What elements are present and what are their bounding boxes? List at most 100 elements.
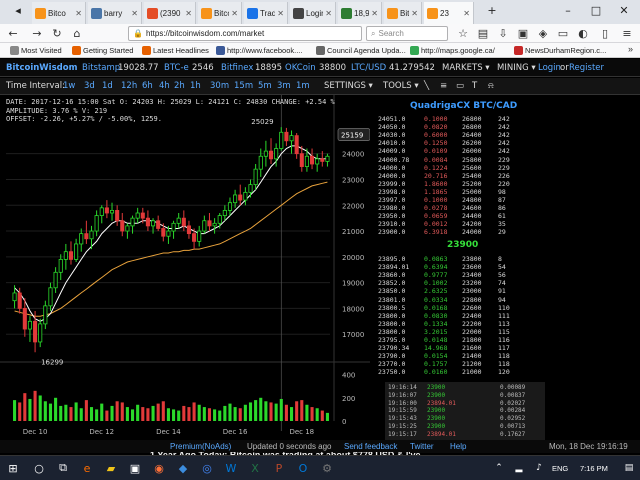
excel-icon[interactable]: X bbox=[251, 461, 259, 475]
settings-gear-icon[interactable]: ⚙ bbox=[322, 461, 332, 475]
store-icon[interactable]: ▣ bbox=[129, 461, 141, 475]
bookmark-item[interactable]: Council Agenda Upda... bbox=[316, 44, 406, 57]
tab-close-icon[interactable]: ✕ bbox=[277, 8, 284, 18]
tab-close-icon[interactable]: ✕ bbox=[325, 8, 332, 18]
search-input[interactable]: ⌕ Search bbox=[366, 26, 448, 41]
ticker-exchange[interactable]: Bitstamp bbox=[82, 63, 121, 73]
browser-tab[interactable]: 23 ✕ bbox=[424, 2, 474, 24]
firefox-icon[interactable]: ◉ bbox=[154, 461, 164, 475]
bookmark-item[interactable]: NewsDurhamRegion.c... bbox=[514, 44, 606, 57]
browser-tab[interactable]: 18,91✕ bbox=[338, 2, 382, 24]
draw-line-icon[interactable]: ╲ bbox=[424, 81, 430, 91]
ticker-exchange[interactable]: Bitfinex bbox=[221, 63, 254, 73]
downloads-icon[interactable]: ⇩ bbox=[498, 27, 508, 40]
interval-1m[interactable]: 1m bbox=[296, 81, 310, 91]
windows-start-icon[interactable]: ⊞ bbox=[8, 461, 18, 475]
bookmark-item[interactable]: Most Visited bbox=[10, 44, 62, 57]
extension-icon[interactable]: ▣ bbox=[517, 27, 529, 40]
tab-close-icon[interactable]: ✕ bbox=[463, 8, 470, 18]
browser-tab[interactable]: Login✕ bbox=[290, 2, 336, 24]
fibonacci-icon[interactable]: ≡ bbox=[440, 81, 448, 91]
volume-icon[interactable]: ♪ bbox=[536, 463, 542, 473]
menu-icon[interactable]: ≡ bbox=[622, 27, 632, 40]
register-link[interactable]: Register bbox=[569, 63, 604, 73]
premium-link[interactable]: Premium(NoAds) bbox=[170, 442, 232, 451]
bookmark-item[interactable]: http://www.facebook.... bbox=[216, 44, 302, 57]
rectangle-icon[interactable]: ▭ bbox=[456, 81, 465, 91]
shield-icon[interactable]: ◐ bbox=[578, 27, 588, 40]
interval-1h[interactable]: 1h bbox=[190, 81, 201, 91]
powerpoint-icon[interactable]: P bbox=[275, 461, 283, 475]
tab-close-icon[interactable]: ✕ bbox=[231, 8, 238, 18]
browser-tab[interactable]: Bitco✕ bbox=[32, 2, 86, 24]
bookmark-item[interactable]: Latest Headlines bbox=[142, 44, 209, 57]
new-tab-icon[interactable]: + bbox=[487, 3, 497, 17]
taskbar-clock[interactable]: 7:16 PM bbox=[580, 464, 608, 473]
browser-tab[interactable]: Bitco✕ bbox=[384, 2, 422, 24]
interval-2h[interactable]: 2h bbox=[174, 81, 185, 91]
markets-menu[interactable]: MARKETS ▾ bbox=[442, 63, 490, 73]
browser-tab[interactable]: Bitco✕ bbox=[198, 2, 242, 24]
ticker-exchange[interactable]: LTC/USD bbox=[351, 63, 387, 73]
home-icon[interactable]: ⌂ bbox=[73, 27, 81, 40]
forward-icon[interactable]: → bbox=[32, 27, 42, 40]
minimize-icon[interactable]: – bbox=[565, 3, 571, 17]
tools-menu[interactable]: TOOLS ▾ bbox=[383, 81, 419, 91]
cortana-icon[interactable]: ○ bbox=[34, 461, 44, 475]
task-view-icon[interactable]: ⧉ bbox=[59, 461, 67, 474]
tab-close-icon[interactable]: ✕ bbox=[371, 8, 378, 18]
ticker-exchange[interactable]: BTC-e bbox=[164, 63, 189, 73]
ticker-exchange[interactable]: OKCoin bbox=[285, 63, 316, 73]
tab-scroll-left-icon[interactable]: ◂ bbox=[15, 3, 21, 17]
price-chart[interactable]: 17000 18000 19000 20000 21000 22000 23000 24000… bbox=[0, 95, 370, 440]
bookmarks-overflow-icon[interactable]: » bbox=[628, 44, 634, 54]
interval-1w[interactable]: 1w bbox=[63, 81, 76, 91]
tab-close-icon[interactable]: ✕ bbox=[75, 8, 82, 18]
feedback-link[interactable]: Send feedback bbox=[344, 442, 398, 451]
bookmark-item[interactable]: Getting Started bbox=[72, 44, 133, 57]
bookmark-star-icon[interactable]: ☆ bbox=[458, 27, 468, 40]
alarm-icon[interactable]: ⍾ bbox=[488, 81, 494, 91]
file-explorer-icon[interactable]: ▰ bbox=[106, 461, 116, 475]
url-bar[interactable]: 🔒 https://bitcoinwisdom.com/market bbox=[128, 26, 362, 41]
sidebar-icon[interactable]: ▯ bbox=[601, 27, 609, 40]
browser-tab[interactable]: (2390 ✕ bbox=[144, 2, 196, 24]
interval-6h[interactable]: 6h bbox=[142, 81, 153, 91]
help-link[interactable]: Help bbox=[450, 442, 467, 451]
login-link[interactable]: Login bbox=[538, 63, 561, 73]
interval-3d[interactable]: 3d bbox=[84, 81, 95, 91]
synced-tabs-icon[interactable]: ▭ bbox=[557, 27, 569, 40]
settings-menu[interactable]: SETTINGS ▾ bbox=[324, 81, 373, 91]
browser-tab[interactable]: barry ✕ bbox=[88, 2, 142, 24]
interval-30m[interactable]: 30m bbox=[210, 81, 230, 91]
twitter-link[interactable]: Twitter bbox=[410, 442, 434, 451]
app-icon[interactable]: ◆ bbox=[178, 461, 188, 475]
back-icon[interactable]: ← bbox=[8, 27, 18, 40]
notifications-icon[interactable]: ▤ bbox=[624, 463, 634, 473]
tab-close-icon[interactable]: ✕ bbox=[411, 8, 418, 18]
edge-icon[interactable]: e bbox=[83, 461, 91, 475]
library-icon[interactable]: ▤ bbox=[477, 27, 489, 40]
mining-menu[interactable]: MINING ▾ bbox=[497, 63, 536, 73]
outlook-icon[interactable]: O bbox=[298, 461, 308, 475]
maximize-icon[interactable]: □ bbox=[590, 3, 602, 17]
tray-chevron-icon[interactable]: ⌃ bbox=[495, 463, 503, 473]
interval-3m[interactable]: 3m bbox=[277, 81, 291, 91]
language-indicator[interactable]: ENG bbox=[552, 464, 569, 473]
text-tool-icon[interactable]: T bbox=[472, 81, 478, 91]
reload-icon[interactable]: ↻ bbox=[52, 27, 62, 40]
chrome-icon[interactable]: ◎ bbox=[202, 461, 212, 475]
interval-5m[interactable]: 5m bbox=[258, 81, 272, 91]
tab-close-icon[interactable]: ✕ bbox=[185, 8, 192, 18]
network-icon[interactable]: ▂ bbox=[515, 463, 523, 473]
browser-tab[interactable]: Trade✕ bbox=[244, 2, 288, 24]
window-close-icon[interactable]: ✕ bbox=[619, 3, 629, 17]
interval-1d[interactable]: 1d bbox=[102, 81, 113, 91]
interval-12h[interactable]: 12h bbox=[121, 81, 138, 91]
tab-close-icon[interactable]: ✕ bbox=[131, 8, 138, 18]
site-logo[interactable]: BitcoinWisdom bbox=[6, 63, 78, 73]
bookmark-item[interactable]: http://maps.google.ca/ bbox=[410, 44, 495, 57]
pocket-icon[interactable]: ◈ bbox=[538, 27, 548, 40]
interval-4h[interactable]: 4h bbox=[159, 81, 170, 91]
word-icon[interactable]: W bbox=[225, 461, 237, 475]
